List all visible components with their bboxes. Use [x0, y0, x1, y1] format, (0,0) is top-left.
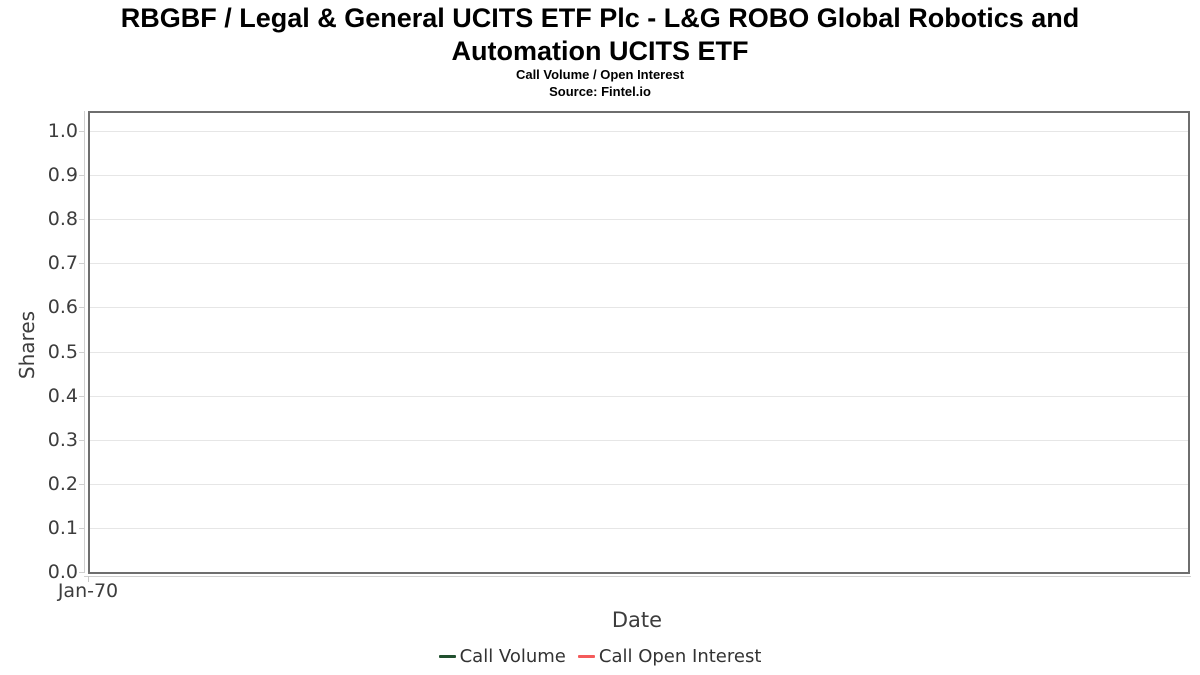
y-axis-tick-label: 1.0	[47, 120, 78, 142]
legend: Call Volume Call Open Interest	[0, 646, 1200, 667]
y-axis-tick-label: 0.7	[47, 252, 78, 275]
y-axis-tick-mark	[79, 175, 85, 177]
gridline	[90, 483, 1188, 485]
y-axis-tick-label: 0.6	[47, 296, 78, 319]
legend-item[interactable]: Call Open Interest	[577, 646, 762, 667]
y-axis-tick-label: 0.8	[47, 208, 78, 231]
gridline	[90, 395, 1188, 397]
y-axis-tick-mark	[79, 395, 85, 397]
legend-item[interactable]: Call Volume	[438, 646, 566, 667]
chart-title-text: RBGBF / Legal & General UCITS ETF Plc - …	[120, 3, 1080, 66]
gridline	[90, 219, 1188, 221]
gridline	[90, 175, 1188, 177]
x-axis-line	[84, 576, 1191, 577]
legend-series-label: Call Volume	[459, 646, 566, 667]
y-axis-line	[84, 111, 85, 572]
y-axis-tick-mark	[79, 219, 85, 221]
y-axis-tick-mark	[79, 351, 85, 353]
legend-series-dash-icon	[438, 655, 456, 658]
y-axis-tick-label: 0.1	[47, 516, 78, 539]
gridline	[90, 307, 1188, 309]
chart-source-label: Source: Fintel.io	[549, 84, 651, 99]
y-axis-tick-label: 0.9	[47, 164, 78, 187]
y-axis-tick-mark	[79, 263, 85, 265]
y-axis-tick-mark	[79, 527, 85, 529]
gridline	[90, 131, 1188, 132]
y-axis-tick-label: 0.4	[47, 384, 78, 407]
y-axis-tick-mark	[79, 307, 85, 309]
plot-area	[88, 111, 1190, 574]
gridline	[90, 351, 1188, 353]
y-axis-tick-mark	[79, 572, 85, 573]
chart-subtitle: Call Volume / Open Interest	[515, 67, 685, 82]
x-axis-title: Date	[611, 608, 663, 632]
x-axis-tick-mark	[88, 576, 89, 582]
x-axis-tick-label: Jan-70	[57, 580, 119, 602]
y-axis-tick-label: 0.0	[47, 561, 78, 583]
legend-series-dash-icon	[577, 655, 595, 658]
y-axis-tick-mark	[79, 483, 85, 485]
y-axis-tick-label: 0.5	[47, 340, 78, 363]
y-axis-tick-label: 0.2	[47, 472, 78, 495]
gridline	[90, 439, 1188, 441]
chart-title: RBGBF / Legal & General UCITS ETF Plc - …	[0, 2, 1200, 68]
y-axis-tick-label: 0.3	[47, 428, 78, 451]
gridline	[90, 527, 1188, 529]
gridline	[90, 263, 1188, 265]
y-axis-tick-mark	[79, 439, 85, 441]
legend-series-label: Call Open Interest	[598, 646, 762, 667]
y-axis-tick-mark	[79, 131, 85, 132]
